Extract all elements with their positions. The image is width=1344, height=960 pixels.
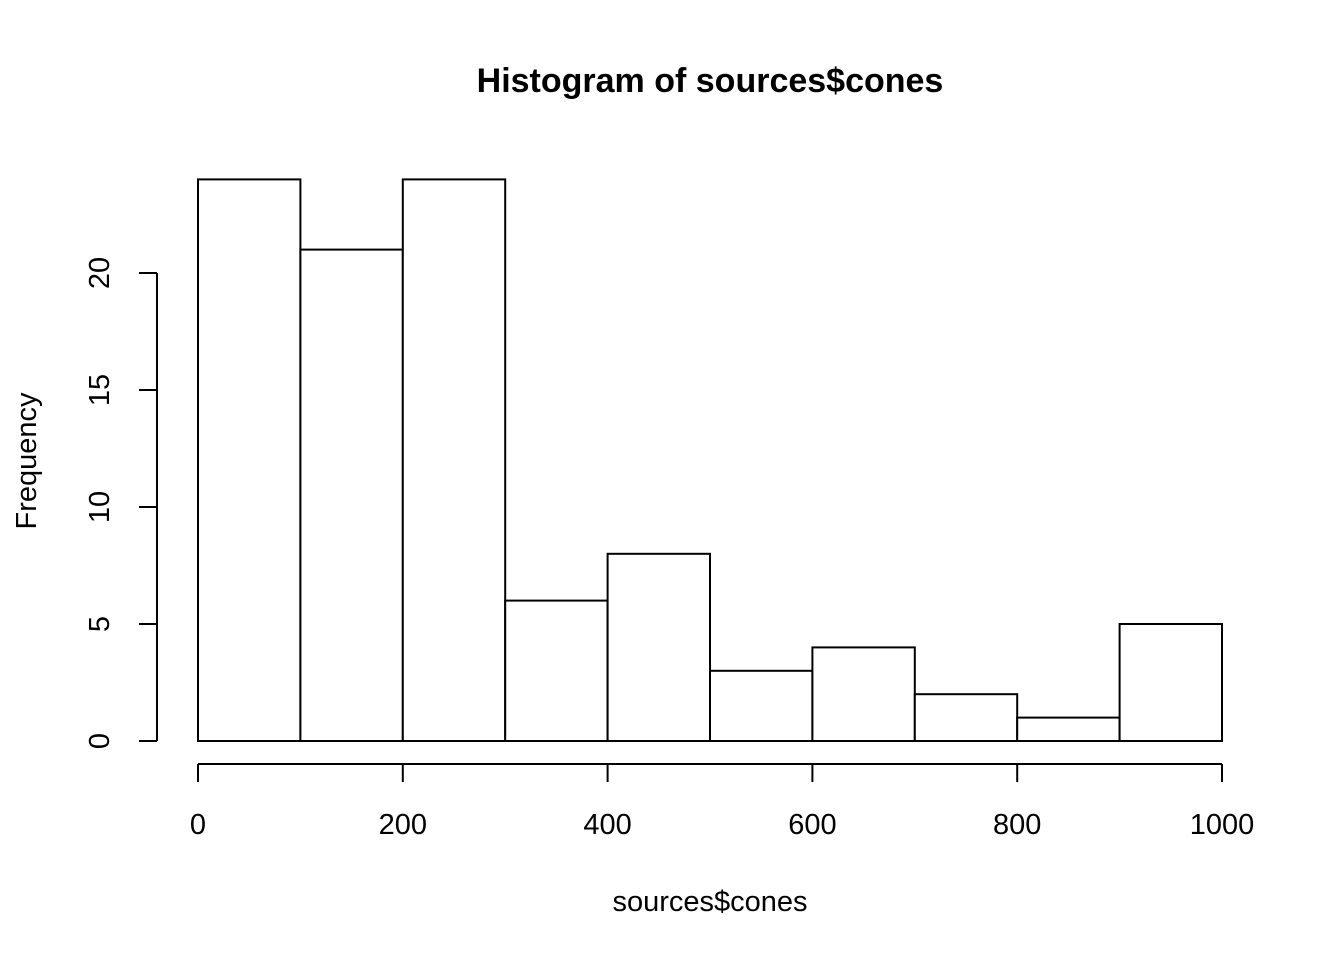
y-tick-label: 10 bbox=[84, 491, 116, 523]
x-tick-label: 200 bbox=[379, 809, 427, 841]
histogram-bar bbox=[811, 646, 916, 743]
y-tick-label: 5 bbox=[84, 616, 116, 632]
histogram-bar bbox=[1118, 623, 1223, 742]
chart-title: Histogram of sources$cones bbox=[477, 62, 944, 100]
y-tick-label: 0 bbox=[84, 733, 116, 749]
x-tick-label: 400 bbox=[583, 809, 631, 841]
y-axis: 0 5 10 15 20 bbox=[84, 257, 158, 749]
y-axis-label: Frequency bbox=[11, 392, 43, 530]
x-axis: 0 200 400 600 800 1000 bbox=[190, 763, 1255, 841]
histogram-bar bbox=[197, 178, 302, 742]
y-tick-label: 20 bbox=[84, 257, 116, 289]
x-axis-label: sources$cones bbox=[612, 886, 807, 918]
histogram-bar bbox=[606, 552, 711, 742]
x-tick-label: 0 bbox=[190, 809, 206, 841]
x-tick-label: 1000 bbox=[1190, 809, 1255, 841]
x-tick-label: 600 bbox=[788, 809, 836, 841]
y-tick-label: 15 bbox=[84, 374, 116, 406]
bars-group bbox=[197, 178, 1223, 743]
histogram-bar bbox=[401, 178, 507, 742]
x-tick-label: 800 bbox=[993, 809, 1041, 841]
histogram-bar bbox=[504, 599, 609, 742]
histogram-bar bbox=[709, 669, 814, 742]
histogram-bar bbox=[1016, 716, 1121, 742]
histogram-bar bbox=[913, 693, 1019, 743]
histogram-bar bbox=[299, 248, 404, 742]
